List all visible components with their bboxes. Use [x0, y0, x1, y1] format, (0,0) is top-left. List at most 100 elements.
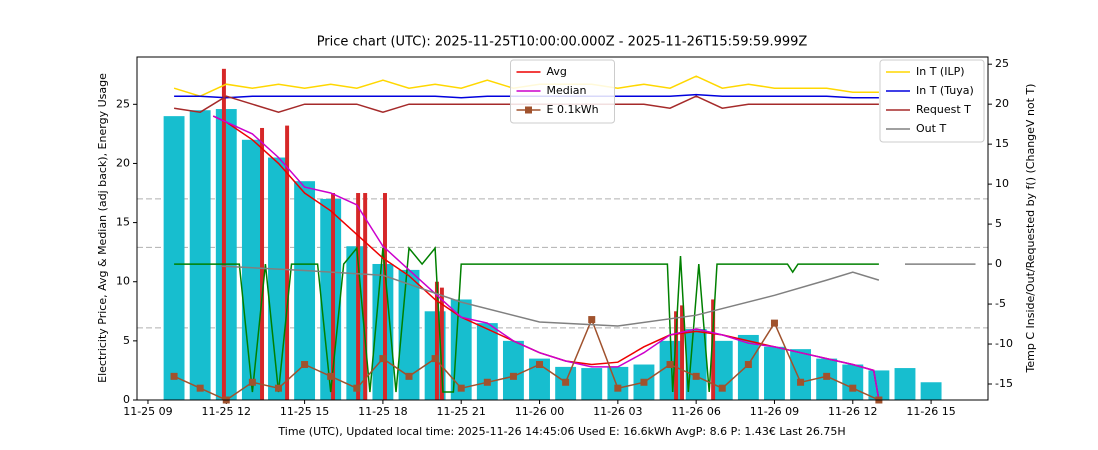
legend-box [879, 59, 985, 143]
bar [842, 364, 864, 400]
marker [692, 372, 700, 380]
bar [285, 125, 290, 400]
y2-tick-label: -5 [995, 297, 1006, 310]
x-tick-label: 11-26 15 [906, 405, 955, 418]
bar [320, 198, 342, 400]
line-series [221, 263, 976, 327]
y2-tick-label: -10 [995, 337, 1013, 350]
marker [509, 372, 517, 380]
legend-label: E 0.1kWh [547, 103, 599, 116]
bar [920, 382, 942, 400]
x-tick-label: 11-26 12 [828, 405, 877, 418]
bar [356, 193, 361, 400]
y2-tick-label: 15 [995, 137, 1009, 150]
plot-frame [136, 56, 989, 401]
legend-label: In T (ILP) [916, 65, 965, 78]
marker [797, 378, 805, 386]
legend-label: Avg [547, 65, 567, 78]
marker [274, 384, 282, 392]
bar [439, 287, 444, 400]
x-axis-label: Time (UTC), Updated local time: 2025-11-… [277, 425, 845, 438]
marker [588, 316, 596, 324]
legend-label: Median [547, 84, 587, 97]
marker [353, 384, 361, 392]
y2-axis-label: Temp C Inside/Out/Requested by f() (Chan… [1024, 84, 1037, 374]
bar [260, 127, 265, 400]
marker [327, 372, 335, 380]
y2-tick-label: 20 [995, 97, 1009, 110]
bar [581, 368, 603, 400]
x-tick-label: 11-25 12 [202, 405, 251, 418]
bar [450, 299, 472, 400]
bar [674, 311, 679, 400]
bar [294, 181, 316, 400]
legend-marker [525, 106, 532, 114]
bar [790, 349, 812, 400]
marker [666, 361, 674, 369]
marker [744, 361, 752, 369]
marker [718, 384, 726, 392]
bar [607, 366, 629, 400]
x-tick-label: 11-26 03 [593, 405, 642, 418]
marker [431, 355, 439, 363]
marker [483, 378, 491, 386]
x-tick-label: 11-25 15 [280, 405, 329, 418]
x-tick-label: 11-25 09 [123, 405, 172, 418]
legend-label: In T (Tuya) [916, 84, 974, 97]
marker [614, 384, 622, 392]
bar [363, 193, 368, 400]
line-series [173, 317, 880, 401]
y2-tick-label: 25 [995, 57, 1009, 70]
bar [189, 110, 211, 401]
marker [562, 378, 570, 386]
y-tick-label: 10 [116, 275, 130, 288]
marker [196, 384, 204, 392]
marker [301, 361, 309, 369]
bar [685, 329, 707, 400]
x-tick-label: 11-26 09 [750, 405, 799, 418]
marker [170, 372, 178, 380]
x-tick-label: 11-25 21 [436, 405, 485, 418]
y-tick-label: 0 [123, 393, 130, 406]
bar [502, 340, 524, 400]
x-tick-label: 11-25 18 [358, 405, 407, 418]
bar [163, 116, 185, 400]
marker [536, 361, 544, 369]
y-tick-label: 25 [116, 97, 130, 110]
bar [383, 193, 387, 400]
bar [764, 346, 785, 400]
bar [241, 139, 263, 401]
bar [215, 109, 237, 400]
bar [711, 299, 716, 400]
bar [434, 281, 439, 400]
bar [221, 68, 226, 401]
legend-box [510, 59, 615, 124]
line-series [212, 115, 880, 401]
y-axis-label: Electricity Price, Avg & Median (adj bac… [96, 73, 109, 383]
bar [894, 368, 916, 400]
marker [770, 319, 778, 327]
bar [868, 370, 890, 400]
legend-label: Out T [916, 122, 946, 135]
x-tick-label: 11-26 06 [671, 405, 720, 418]
y-tick-label: 15 [116, 216, 130, 229]
y-tick-label: 5 [123, 334, 130, 347]
x-tick-label: 11-26 00 [515, 405, 564, 418]
marker [640, 378, 648, 386]
line-series [174, 246, 879, 393]
chart-title: Price chart (UTC): 2025-11-25T10:00:00.0… [317, 35, 808, 50]
legend-label: Request T [916, 103, 971, 116]
marker [405, 372, 413, 380]
marker [248, 378, 256, 386]
marker [379, 355, 387, 363]
y2-tick-label: 5 [995, 217, 1002, 230]
y2-tick-label: 0 [995, 257, 1002, 270]
bar [476, 323, 498, 400]
y2-tick-label: -15 [995, 377, 1013, 390]
bar [331, 193, 336, 400]
y2-tick-label: 10 [995, 177, 1009, 190]
y-tick-label: 20 [116, 156, 130, 169]
marker [457, 384, 465, 392]
marker [823, 372, 831, 380]
